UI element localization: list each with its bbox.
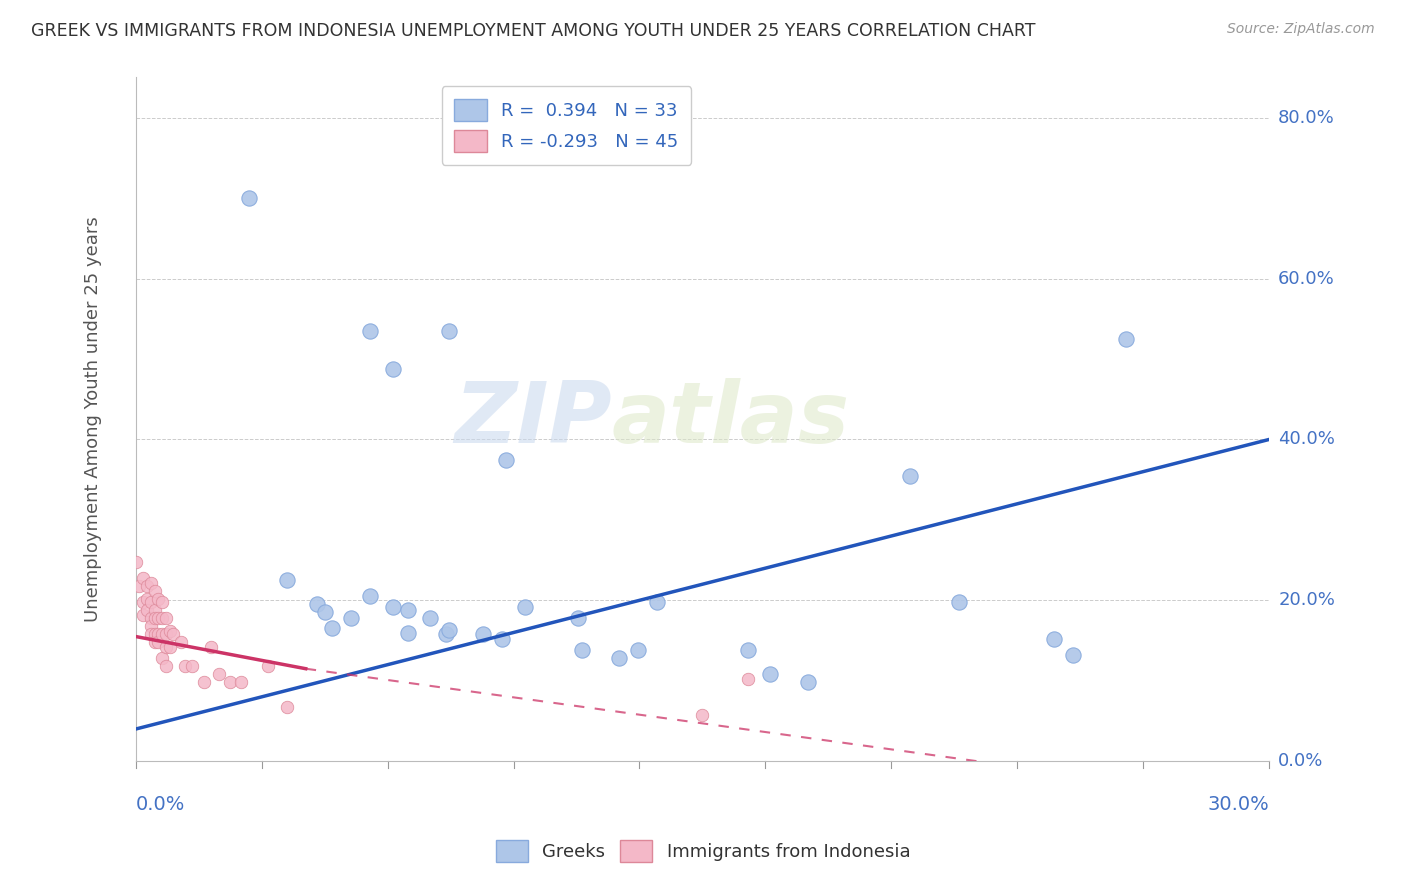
Text: 80.0%: 80.0% [1278, 109, 1334, 127]
Text: atlas: atlas [612, 378, 849, 461]
Legend: Greeks, Immigrants from Indonesia: Greeks, Immigrants from Indonesia [488, 833, 918, 870]
Text: 20.0%: 20.0% [1278, 591, 1336, 609]
Text: 60.0%: 60.0% [1278, 269, 1334, 287]
Text: ZIP: ZIP [454, 378, 612, 461]
Text: Unemployment Among Youth under 25 years: Unemployment Among Youth under 25 years [83, 217, 101, 623]
Text: 40.0%: 40.0% [1278, 431, 1336, 449]
Text: Source: ZipAtlas.com: Source: ZipAtlas.com [1227, 22, 1375, 37]
Text: 0.0%: 0.0% [136, 796, 186, 814]
Text: GREEK VS IMMIGRANTS FROM INDONESIA UNEMPLOYMENT AMONG YOUTH UNDER 25 YEARS CORRE: GREEK VS IMMIGRANTS FROM INDONESIA UNEMP… [31, 22, 1035, 40]
Text: 30.0%: 30.0% [1208, 796, 1270, 814]
Legend: R =  0.394   N = 33, R = -0.293   N = 45: R = 0.394 N = 33, R = -0.293 N = 45 [441, 87, 692, 165]
Text: 0.0%: 0.0% [1278, 752, 1323, 770]
